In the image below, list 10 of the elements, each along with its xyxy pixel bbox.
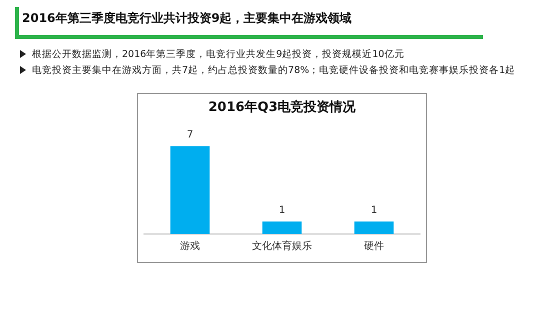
chart-title: 2016年Q3电竞投资情况 — [208, 99, 357, 116]
text: 2016年第三季度电竞行业共计投资9起，主要集中在游戏领域 — [22, 10, 352, 27]
data-label: 7 — [186, 130, 194, 141]
data-label: 1 — [370, 205, 378, 216]
x-tick-label: 文化体育娱乐 — [252, 240, 312, 252]
text: 电竞投资主要集中在游戏方面，共7起，约占总投资数量的78%；电竞硬件设备投资和电竞赛事娱乐投资各1起 — [31, 64, 516, 77]
text: 根据公开数据监测，2016年第三季度，电竞行业共发生9起投资，投资规模近10亿元 — [31, 48, 404, 61]
x-tick-label: 游戏 — [180, 240, 200, 252]
x-tick-label: 硬件 — [364, 240, 384, 252]
data-label: 1 — [278, 205, 286, 216]
